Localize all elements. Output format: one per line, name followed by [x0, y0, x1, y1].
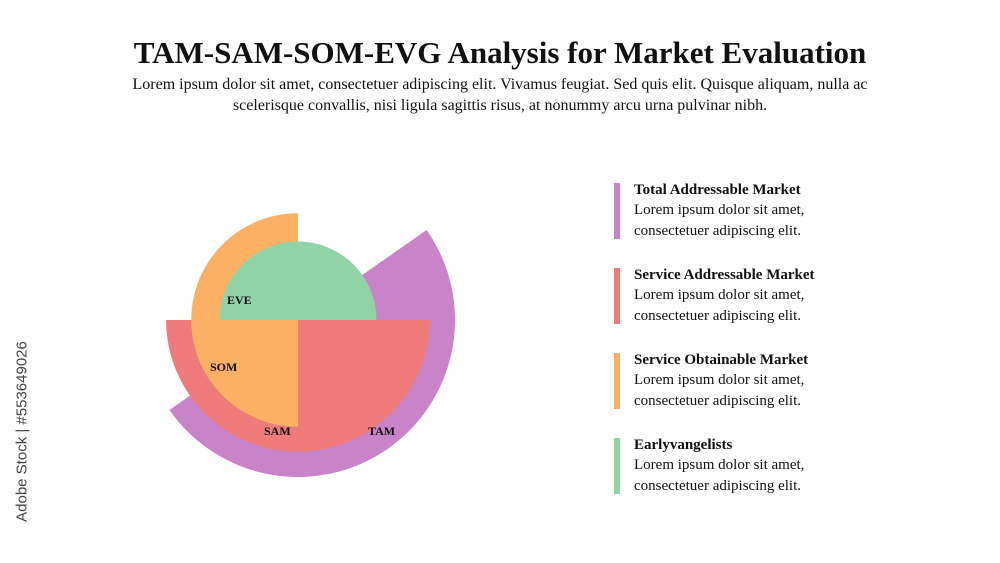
segment-eve [219, 241, 377, 320]
legend-item-som: Service Obtainable Market Lorem ipsum do… [614, 350, 914, 412]
page-subtitle: Lorem ipsum dolor sit amet, consectetuer… [132, 76, 868, 114]
legend-desc-line: consectetuer adipiscing elit. [634, 308, 802, 324]
legend-color-bar [614, 183, 620, 239]
legend-item-eve: Earlyvangelists Lorem ipsum dolor sit am… [614, 435, 914, 497]
legend: Total Addressable Market Lorem ipsum dol… [614, 180, 914, 520]
legend-item-tam: Total Addressable Market Lorem ipsum dol… [614, 180, 914, 242]
legend-color-bar [614, 268, 620, 324]
market-segment-diagram: TAM SAM SOM EVE [166, 213, 456, 478]
legend-desc-line: Lorem ipsum dolor sit amet, [634, 457, 805, 473]
legend-desc-line: Lorem ipsum dolor sit amet, [634, 202, 805, 218]
legend-desc-line: Lorem ipsum dolor sit amet, [634, 287, 805, 303]
segment-label-tam: TAM [368, 424, 395, 438]
legend-color-bar [614, 438, 620, 494]
legend-desc-line: consectetuer adipiscing elit. [634, 478, 802, 494]
legend-item-sam: Service Addressable Market Lorem ipsum d… [614, 265, 914, 327]
legend-title: Total Addressable Market [634, 182, 801, 198]
watermark-text: Adobe Stock | #553649026 [13, 341, 31, 522]
legend-title: Earlyvangelists [634, 437, 733, 453]
segment-label-sam: SAM [264, 424, 291, 438]
legend-desc-line: Lorem ipsum dolor sit amet, [634, 372, 805, 388]
legend-title: Service Addressable Market [634, 267, 815, 283]
legend-color-bar [614, 353, 620, 409]
legend-desc-line: consectetuer adipiscing elit. [634, 223, 802, 239]
page-title: TAM-SAM-SOM-EVG Analysis for Market Eval… [133, 35, 867, 70]
segment-label-som: SOM [210, 360, 237, 374]
legend-desc-line: consectetuer adipiscing elit. [634, 393, 802, 409]
legend-title: Service Obtainable Market [634, 352, 809, 368]
stock-watermark: Adobe Stock | #553649026 [10, 320, 34, 550]
segment-label-eve: EVE [227, 293, 252, 307]
